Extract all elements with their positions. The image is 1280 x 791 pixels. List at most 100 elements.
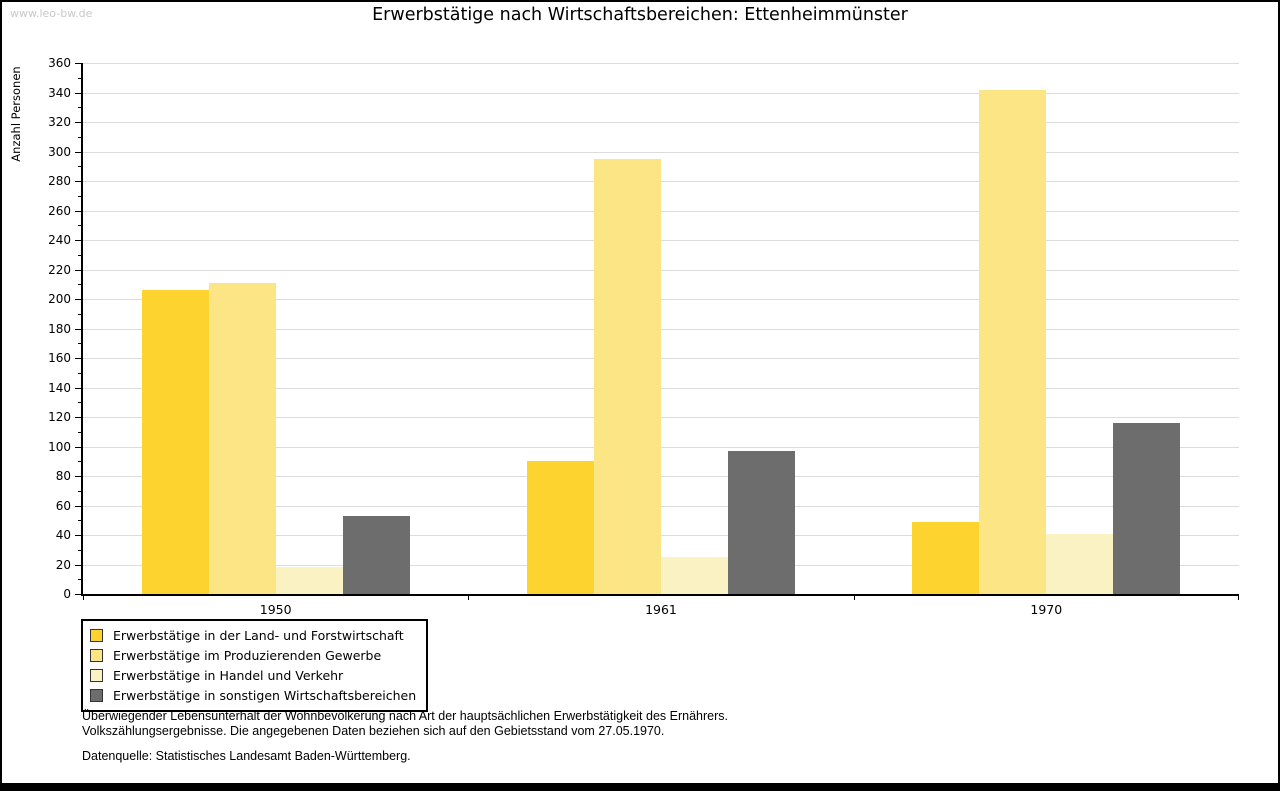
y-tick-label: 260 <box>48 203 71 218</box>
y-tick-label: 240 <box>48 233 71 247</box>
legend-item: Erwerbstätige in sonstigen Wirtschaftsbe… <box>90 685 416 705</box>
x-tick <box>83 596 84 600</box>
data-source: Datenquelle: Statistisches Landesamt Bad… <box>82 749 411 763</box>
legend-label: Erwerbstätige im Produzierenden Gewerbe <box>113 647 382 663</box>
gridline <box>83 328 1239 330</box>
y-tick-label: 0 <box>63 587 71 601</box>
y-minor-tick <box>78 343 81 345</box>
y-minor-tick <box>78 579 81 581</box>
y-tick-label: 340 <box>48 85 71 100</box>
legend-swatch <box>90 668 103 682</box>
y-tick-label: 140 <box>48 380 71 395</box>
y-tick <box>75 92 81 94</box>
y-tick-label: 180 <box>48 321 71 336</box>
gridline <box>83 122 1239 123</box>
x-category-label: 1961 <box>645 602 677 617</box>
y-minor-tick <box>78 402 81 404</box>
y-minor-tick <box>78 284 81 286</box>
gridline <box>83 417 1239 418</box>
chart-title: Erwerbstätige nach Wirtschaftsbereichen:… <box>372 5 908 25</box>
gridline <box>83 299 1239 300</box>
gridline <box>83 446 1239 448</box>
y-minor-tick <box>78 195 81 197</box>
bar <box>979 89 1047 594</box>
y-minor-tick <box>78 549 81 551</box>
legend-label: Erwerbstätige in Handel und Verkehr <box>113 667 344 683</box>
y-minor-tick <box>78 490 81 492</box>
y-tick-label: 360 <box>48 56 71 70</box>
gridline <box>83 92 1239 94</box>
legend-swatch <box>90 688 103 702</box>
y-minor-tick <box>78 313 81 315</box>
y-tick <box>75 505 81 507</box>
y-tick <box>75 476 81 477</box>
y-tick-label: 20 <box>55 557 71 572</box>
y-minor-tick <box>78 254 81 256</box>
bar <box>141 290 209 594</box>
y-tick-label: 280 <box>48 174 71 188</box>
gridline <box>83 240 1239 241</box>
y-minor-tick <box>78 77 81 79</box>
x-category-label: 1970 <box>1030 602 1063 617</box>
x-tick <box>468 596 470 600</box>
y-tick-label: 160 <box>48 351 71 365</box>
x-category-label: 1950 <box>259 602 292 617</box>
y-tick-label: 60 <box>55 498 71 513</box>
legend-item: Erwerbstätige in der Land- und Forstwirt… <box>90 625 416 645</box>
y-tick <box>75 181 81 182</box>
y-minor-tick <box>78 431 81 433</box>
y-tick-label: 300 <box>48 144 71 159</box>
gridline <box>83 387 1239 389</box>
bar <box>728 450 795 594</box>
y-axis-label: Anzahl Personen <box>9 66 23 162</box>
bar <box>594 158 661 594</box>
gridline <box>83 269 1239 271</box>
y-tick-label: 120 <box>48 410 71 424</box>
y-tick <box>75 151 81 153</box>
y-tick <box>75 446 81 448</box>
legend-swatch <box>90 628 103 642</box>
y-tick <box>75 299 81 300</box>
gridline <box>83 505 1239 507</box>
y-minor-tick <box>78 225 81 227</box>
y-tick-label: 220 <box>48 262 71 277</box>
y-tick-label: 80 <box>55 469 71 483</box>
bar <box>527 461 594 594</box>
y-tick-label: 200 <box>48 292 71 306</box>
gridline <box>83 181 1239 182</box>
y-tick <box>75 328 81 330</box>
x-tick <box>1238 596 1239 600</box>
bar <box>912 521 980 594</box>
gridline <box>83 535 1239 536</box>
y-minor-tick <box>78 166 81 168</box>
y-minor-tick <box>78 136 81 138</box>
y-tick <box>75 594 81 595</box>
y-tick-label: 40 <box>55 528 71 542</box>
legend: Erwerbstätige in der Land- und Forstwirt… <box>81 619 429 712</box>
watermark: www.leo-bw.de <box>10 7 93 20</box>
bar <box>1113 422 1181 594</box>
x-tick <box>853 596 855 600</box>
legend-label: Erwerbstätige in sonstigen Wirtschaftsbe… <box>113 687 417 703</box>
y-minor-tick <box>78 107 81 109</box>
gridline <box>83 210 1239 212</box>
footer-note-line1: Überwiegender Lebensunterhalt der Wohnbe… <box>82 709 728 723</box>
y-tick-label: 100 <box>48 439 71 454</box>
gridline <box>83 358 1239 359</box>
y-tick <box>75 535 81 536</box>
gridline <box>83 151 1239 153</box>
y-tick <box>75 387 81 389</box>
gridline <box>83 63 1239 64</box>
y-tick-label: 320 <box>48 115 71 129</box>
legend-label: Erwerbstätige in der Land- und Forstwirt… <box>113 627 404 643</box>
footer-note-line2: Volkszählungsergebnisse. Die angegebenen… <box>82 723 665 738</box>
bar <box>1046 533 1114 594</box>
bar <box>661 557 728 594</box>
bar <box>342 515 410 594</box>
footer-note: Überwiegender Lebensunterhalt der Wohnbe… <box>82 709 728 738</box>
plot-area: 0 20 40 60 80 100 120 140 160 180 200 220 240 260 280 3… <box>48 56 1239 617</box>
y-minor-tick <box>78 520 81 522</box>
y-tick <box>75 210 81 212</box>
y-tick <box>75 63 81 64</box>
